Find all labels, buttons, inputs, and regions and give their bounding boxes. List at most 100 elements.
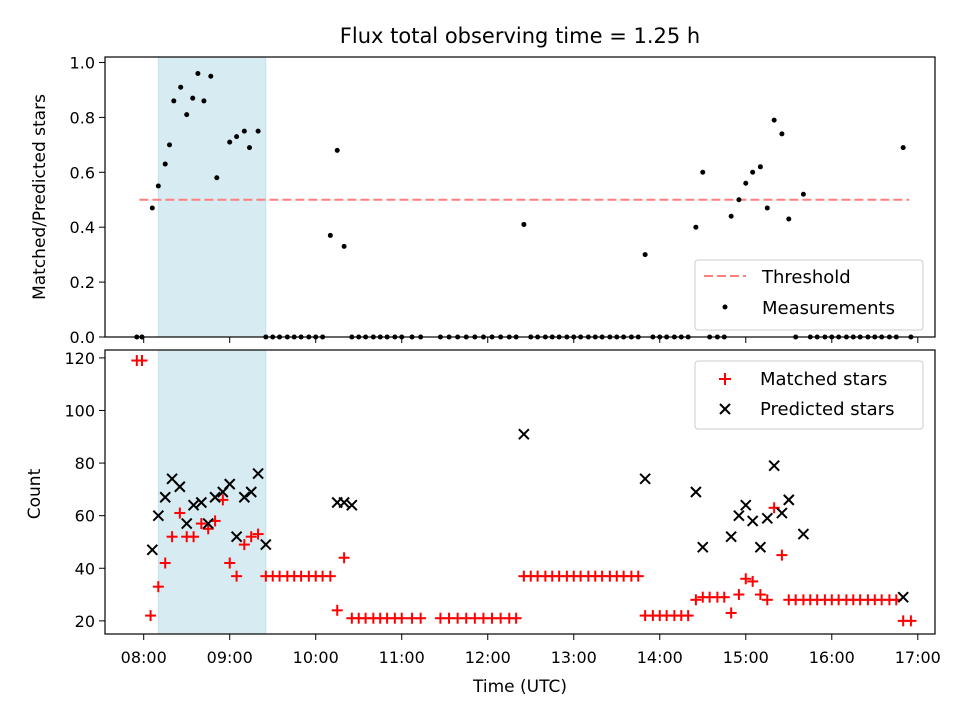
- predicted-star-point: [174, 481, 186, 493]
- legend-threshold-label: Threshold: [761, 267, 851, 288]
- measurement-point: [214, 175, 220, 181]
- predicted-star-point: [783, 494, 795, 506]
- predicted-star-point: [187, 499, 200, 511]
- measurement-point: [779, 131, 785, 137]
- measurement-point: [800, 191, 806, 197]
- matched-star-point: [331, 604, 343, 616]
- matched-stars-points: [131, 355, 917, 627]
- top-y-axis-label: Matched/Predicted stars: [30, 94, 50, 300]
- bottom-x-ticks: 08:00 09:00 10:00 11:00 12:00 13:00 14:00 15:00…: [121, 634, 941, 667]
- measurement-point: [155, 183, 161, 189]
- measurement-point: [149, 205, 155, 211]
- matched-star-point: [761, 594, 773, 606]
- top-y-tick-label: 0.6: [70, 163, 95, 182]
- predicted-star-point: [733, 509, 745, 522]
- predicted-star-point: [797, 528, 810, 540]
- measurement-point: [162, 161, 168, 167]
- bottom-legend: Matched stars Predicted stars: [694, 360, 924, 430]
- matched-star-point: [195, 518, 207, 530]
- bottom-y-tick-label: 40: [75, 559, 95, 578]
- predicted-star-point: [761, 512, 773, 525]
- predicted-star-point: [181, 517, 193, 530]
- measurement-point: [771, 117, 777, 123]
- x-tick-label: 16:00: [809, 648, 855, 667]
- measurement-point: [255, 128, 261, 134]
- legend-measurements-swatch: [722, 304, 728, 310]
- matched-star-point: [338, 552, 350, 564]
- top-y-tick-label: 0.2: [70, 273, 95, 292]
- top-panel: Flux total observing time = 1.25 h 0.0 0.…: [30, 24, 936, 347]
- x-tick-label: 11:00: [379, 648, 425, 667]
- predicted-star-point: [776, 507, 788, 519]
- x-tick-label: 08:00: [121, 648, 167, 667]
- predicted-star-point: [690, 486, 702, 498]
- matched-star-point: [740, 573, 752, 585]
- bottom-y-axis-label: Count: [25, 468, 45, 519]
- bottom-y-tick-label: 60: [75, 507, 95, 526]
- matched-star-point: [682, 610, 694, 622]
- predicted-star-point: [518, 428, 530, 440]
- measurement-point: [642, 252, 648, 258]
- matched-star-point: [231, 570, 243, 582]
- predicted-star-point: [338, 496, 350, 509]
- bottom-y-tick-label: 80: [75, 454, 95, 473]
- predicted-star-point: [238, 491, 251, 503]
- predicted-star-point: [159, 491, 171, 503]
- predicted-star-point: [209, 491, 221, 503]
- top-y-tick-label: 0.0: [70, 328, 95, 347]
- predicted-star-point: [152, 509, 165, 522]
- measurement-point: [208, 73, 214, 79]
- measurement-point: [167, 142, 173, 148]
- matched-star-point: [238, 539, 250, 551]
- measurement-point: [227, 139, 233, 145]
- legend-matched-label: Matched stars: [760, 369, 887, 390]
- predicted-star-point: [697, 541, 709, 553]
- matched-star-point: [166, 531, 178, 543]
- predicted-stars-points: [146, 428, 909, 603]
- bottom-y-tick-label: 20: [75, 612, 95, 631]
- legend-predicted-label: Predicted stars: [760, 399, 894, 420]
- measurement-point: [900, 145, 906, 151]
- measurement-point: [736, 197, 742, 203]
- top-y-tick-label: 1.0: [70, 53, 95, 72]
- measurement-point: [234, 134, 240, 140]
- predicted-star-point: [746, 515, 759, 527]
- bottom-legend-box: [694, 360, 924, 430]
- x-tick-label: 15:00: [723, 648, 769, 667]
- top-axes-frame: [104, 56, 936, 338]
- top-x-ticks: [143, 337, 919, 343]
- top-y-ticks: 0.0 0.2 0.4 0.6 0.8 1.0: [70, 53, 105, 347]
- matched-star-point: [754, 589, 766, 601]
- x-tick-label: 13:00: [551, 648, 597, 667]
- x-tick-label: 17:00: [895, 648, 941, 667]
- matched-star-point: [905, 615, 917, 627]
- predicted-star-point: [768, 459, 780, 472]
- chart-title: Flux total observing time = 1.25 h: [340, 24, 700, 48]
- matched-star-point: [159, 557, 171, 569]
- measurement-point: [341, 243, 347, 249]
- matched-star-point: [725, 607, 737, 619]
- measurement-point: [521, 221, 527, 227]
- measurement-point: [728, 213, 734, 219]
- matched-star-point: [224, 557, 236, 569]
- matched-star-point: [152, 581, 164, 593]
- matched-star-point: [202, 523, 214, 535]
- measurement-point: [757, 164, 763, 170]
- observing-window-span-bottom: [157, 349, 267, 635]
- measurement-point: [190, 95, 196, 101]
- bottom-y-tick-label: 120: [64, 349, 95, 368]
- matched-star-point: [733, 589, 745, 601]
- legend-matched-swatch: [719, 373, 731, 385]
- measurement-point: [184, 112, 190, 118]
- predicted-star-point: [202, 517, 214, 530]
- measurement-point: [743, 180, 749, 186]
- predicted-star-point: [146, 544, 159, 556]
- top-legend-box: [694, 259, 924, 331]
- predicted-star-point: [260, 538, 272, 551]
- predicted-star-point: [252, 467, 264, 480]
- matched-star-point: [690, 594, 702, 606]
- matched-star-point: [145, 610, 157, 622]
- measurement-point: [693, 224, 699, 230]
- predicted-star-point: [346, 499, 358, 511]
- measurement-point: [171, 98, 177, 104]
